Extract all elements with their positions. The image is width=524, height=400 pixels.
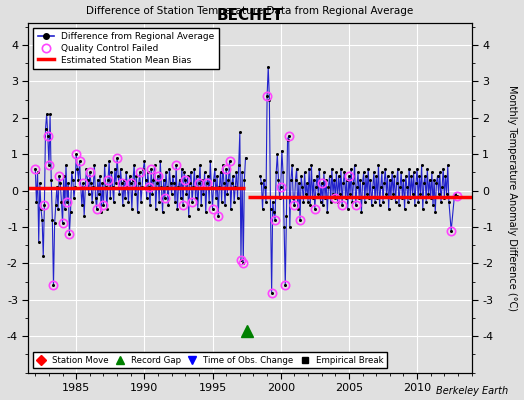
Legend: Station Move, Record Gap, Time of Obs. Change, Empirical Break: Station Move, Record Gap, Time of Obs. C… [33,352,387,368]
Text: Berkeley Earth: Berkeley Earth [436,386,508,396]
Y-axis label: Monthly Temperature Anomaly Difference (°C): Monthly Temperature Anomaly Difference (… [507,85,517,311]
Title: BECHET: BECHET [217,8,283,23]
Text: Difference of Station Temperature Data from Regional Average: Difference of Station Temperature Data f… [86,6,413,16]
